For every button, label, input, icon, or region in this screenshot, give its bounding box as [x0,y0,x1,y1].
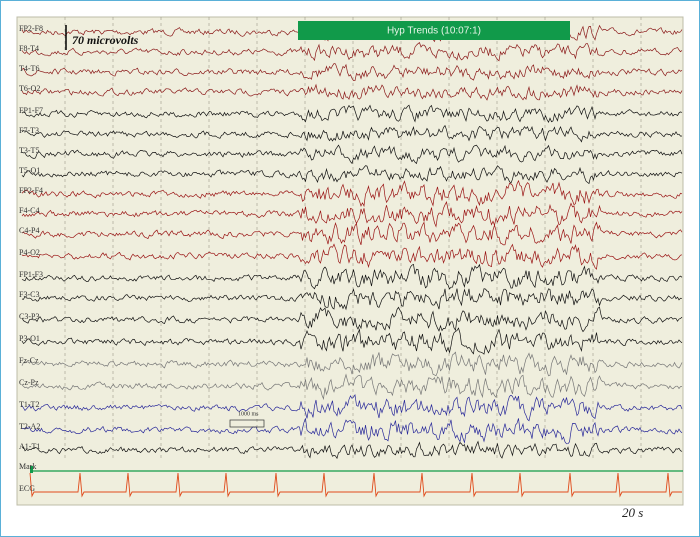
trace-area [16,16,684,506]
timebase-box [229,419,265,428]
channel-label: C4-P4 [19,226,39,235]
eeg-trace [21,42,683,62]
channel-label: F7-T3 [19,126,39,135]
channel-label: C3-P3 [19,312,39,321]
eeg-trace [21,104,683,124]
eeg-trace [21,144,683,165]
channel-label: P3-O1 [19,334,40,343]
eeg-trace [21,165,683,185]
scale-label: 70 microvolts [72,33,139,47]
timebase-label: 1000 ms [238,411,259,417]
eeg-trace [21,83,683,101]
ecg-trace [29,472,682,498]
eeg-trace [21,221,683,246]
eeg-trace [21,288,683,311]
channel-label: FP1-F7 [19,106,43,115]
eeg-trace [21,440,683,460]
eeg-trace [21,351,683,377]
channel-label: P4-O2 [19,248,40,257]
channel-label: T4-T6 [19,64,39,73]
time-grid [64,17,642,460]
channel-label: F3-C3 [19,290,39,299]
eeg-trace [21,179,683,208]
channel-label: T6-O2 [19,84,40,93]
event-bar [298,21,570,40]
channel-label: A1-T1 [19,442,40,451]
channel-label: Fz-Cz [19,356,39,365]
eeg-trace [21,124,683,143]
eeg-trace [21,327,683,355]
channel-label: T3-T5 [19,146,39,155]
event-label: Hyp Trends (10:07:1) [387,26,481,37]
channel-label: F8-T4 [19,44,39,53]
eeg-trace [21,200,683,228]
channel-label: T2-A2 [19,422,40,431]
channel-label: T5-O1 [19,166,40,175]
channel-label: FP2-F4 [19,186,43,195]
time-label: 20 s [622,505,643,520]
eeg-trace [21,306,683,333]
marker-tick [30,466,33,473]
channel-label: Cz-Pz [19,378,39,387]
channel-labels: FP2-F8 F8-T4 T4-T6 T6-O2 FP1-F7 F7-T3 T3-T5 T5-… [19,24,43,493]
eeg-trace [21,63,683,82]
channel-label: T1-T2 [19,400,39,409]
channel-label: FP2-F8 [19,24,43,33]
eeg-trace [21,263,683,290]
channel-label: ECG [19,484,35,493]
channel-label: Mark [19,462,36,471]
channel-label: F4-C4 [19,206,39,215]
eeg-trace [21,418,683,445]
eeg-trace [21,243,683,270]
channel-label: FP1-F3 [19,270,43,279]
eeg-trace [21,373,683,401]
eeg-trace [21,393,683,422]
